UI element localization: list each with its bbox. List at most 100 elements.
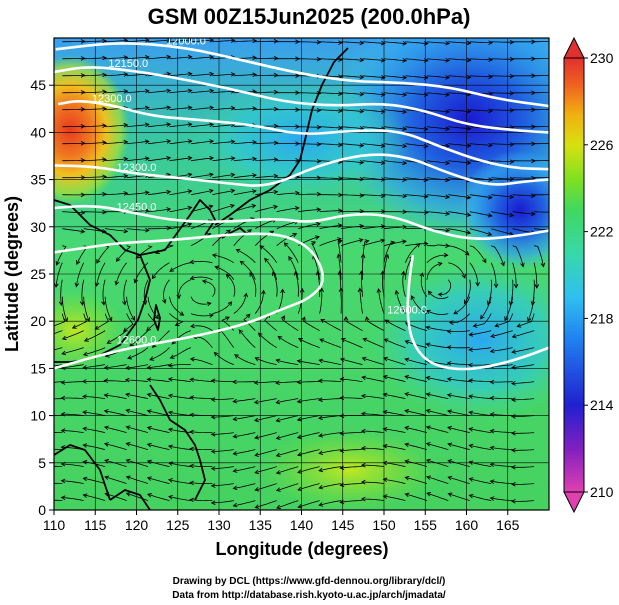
streamline-arrowhead	[251, 189, 257, 194]
streamline-arrowhead	[227, 301, 233, 306]
streamline-arrowhead	[337, 270, 343, 276]
streamline	[319, 449, 342, 454]
streamline-arrowhead	[60, 495, 66, 501]
streamline	[438, 279, 452, 296]
streamline	[54, 465, 63, 467]
streamline-arrowhead	[234, 354, 239, 359]
x-tick-label: 120	[125, 517, 149, 533]
streamline-arrowhead	[509, 142, 515, 147]
streamline-arrowhead	[232, 502, 238, 508]
streamline-arrowhead	[299, 287, 305, 293]
streamline-arrowhead	[402, 75, 408, 80]
coastline-korea	[139, 199, 216, 256]
streamline-arrowhead	[382, 392, 388, 398]
streamline	[384, 338, 406, 348]
coastline-taiwan	[153, 304, 161, 331]
streamline-arrowhead	[359, 40, 365, 46]
streamline-arrowhead	[359, 193, 365, 198]
streamline	[469, 58, 493, 61]
streamline	[448, 245, 470, 256]
streamline-arrowhead	[360, 428, 366, 434]
streamline	[211, 483, 234, 487]
colorbar-tick-label: 226	[590, 137, 614, 153]
streamline	[147, 410, 170, 416]
streamline	[240, 260, 256, 280]
streamline-arrowhead	[380, 143, 386, 149]
streamline	[491, 194, 514, 198]
streamline	[169, 313, 184, 326]
streamline-arrowhead	[41, 335, 45, 339]
streamline	[383, 462, 406, 467]
streamline	[511, 500, 535, 502]
streamline-arrowhead	[146, 377, 152, 382]
streamline-arrowhead	[151, 274, 157, 280]
streamline-arrowhead	[468, 332, 474, 337]
streamline	[298, 338, 320, 348]
streamline-arrowhead	[125, 492, 131, 497]
streamline-arrowhead	[103, 409, 109, 414]
streamline	[449, 313, 471, 324]
streamline	[190, 379, 213, 382]
streamline-arrowhead	[254, 357, 260, 362]
streamline-arrowhead	[447, 475, 453, 481]
streamline	[190, 296, 211, 305]
streamline-arrowhead	[144, 122, 150, 128]
streamline-arrowhead	[275, 399, 281, 405]
streamline	[469, 75, 493, 78]
streamline	[383, 393, 406, 399]
streamline-arrowhead	[394, 289, 400, 295]
streamline-arrowhead	[437, 261, 443, 267]
streamline	[383, 194, 407, 197]
streamline-arrowhead	[146, 442, 152, 448]
streamline	[211, 415, 234, 418]
streamline	[473, 313, 492, 327]
streamline	[211, 432, 234, 435]
streamline-arrowhead	[468, 493, 474, 499]
streamline-arrowhead	[252, 55, 258, 61]
streamline	[341, 160, 364, 164]
streamline	[341, 75, 364, 78]
streamline	[361, 498, 385, 501]
streamline-arrowhead	[166, 88, 172, 94]
streamline-arrowhead	[210, 500, 216, 506]
streamline	[255, 500, 277, 508]
contour-label: 12300.0	[92, 93, 132, 105]
streamline	[534, 57, 549, 60]
streamline-arrowhead	[317, 397, 323, 403]
streamline-arrowhead	[168, 494, 173, 500]
streamline-arrowhead	[425, 375, 431, 381]
streamline	[62, 74, 85, 77]
streamline-arrowhead	[425, 408, 431, 414]
streamline-arrowhead	[437, 292, 443, 297]
streamline	[512, 330, 535, 338]
streamline	[426, 92, 450, 96]
streamline-arrowhead	[209, 71, 215, 77]
streamline-arrowhead	[360, 393, 366, 399]
streamline	[297, 381, 320, 383]
streamline-arrowhead	[82, 443, 88, 448]
streamline	[448, 126, 471, 130]
streamline-arrowhead	[254, 486, 260, 492]
streamline-arrowhead	[382, 426, 388, 432]
streamline	[298, 58, 321, 60]
streamline-arrowhead	[273, 89, 279, 95]
streamline	[362, 240, 369, 263]
streamline-arrowhead	[383, 338, 389, 343]
streamline	[383, 375, 406, 382]
streamline-arrowhead	[144, 156, 150, 161]
streamline-arrowhead	[318, 502, 324, 507]
streamline	[426, 310, 449, 315]
streamline-arrowhead	[103, 442, 109, 447]
streamline	[83, 296, 90, 322]
streamline	[190, 73, 214, 77]
streamline	[298, 41, 321, 43]
streamline	[212, 141, 235, 145]
streamline	[298, 160, 321, 162]
streamline	[426, 41, 450, 44]
streamline	[105, 158, 128, 162]
streamline	[337, 240, 342, 263]
streamline	[383, 143, 407, 147]
streamline-arrowhead	[82, 394, 87, 399]
streamline-arrowhead	[189, 395, 195, 400]
